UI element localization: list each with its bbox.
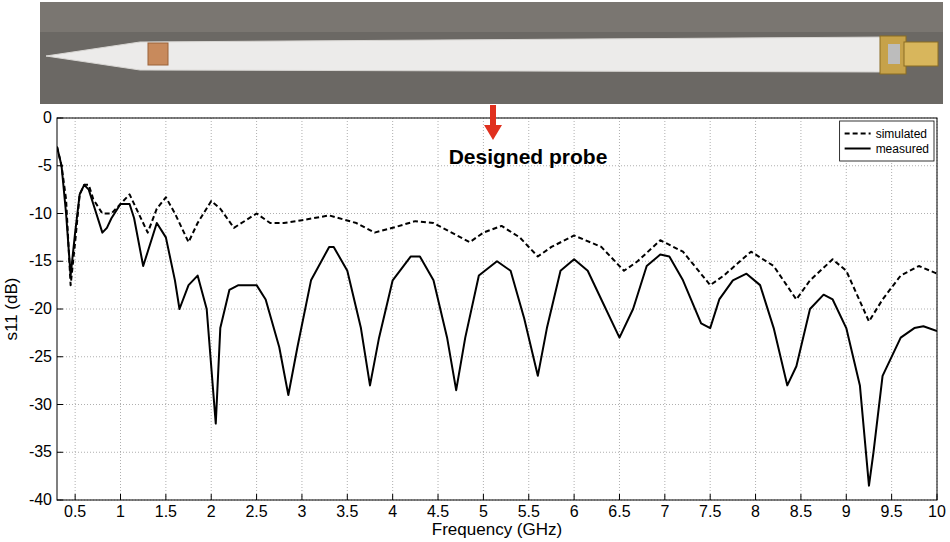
x-grid-line — [347, 118, 348, 500]
x-tick — [438, 494, 439, 500]
y-grid-line — [57, 309, 937, 310]
legend-label: measured — [876, 142, 929, 156]
photo-background — [40, 2, 943, 104]
x-tick-label: 7 — [660, 503, 669, 520]
x-tick — [211, 494, 212, 500]
plot-area — [57, 118, 937, 500]
legend: simulatedmeasured — [840, 121, 934, 161]
x-tick — [619, 494, 620, 500]
y-tick-label: -10 — [29, 205, 52, 222]
y-tick — [57, 309, 63, 310]
x-tick-label: 7.5 — [699, 503, 721, 520]
x-tick — [120, 494, 121, 500]
y-tick-label: -5 — [38, 157, 52, 174]
x-tick — [347, 494, 348, 500]
x-axis-title: Frequency (GHz) — [432, 520, 562, 539]
series-line — [57, 147, 937, 322]
y-tick-label: -30 — [29, 396, 52, 413]
x-grid-line — [664, 118, 665, 500]
series-group — [57, 147, 937, 486]
ticks: 0.5 1 1.5 2 2.5 3 3.5 4 4.5 5 5.5 6 6.5 7 7.5 8 8.5 9 9.5 1… — [29, 109, 946, 520]
x-tick-label: 10 — [928, 503, 946, 520]
x-grid-line — [301, 118, 302, 500]
x-tick-label: 2 — [207, 503, 216, 520]
probe-photo — [40, 2, 943, 104]
x-tick-label: 4 — [388, 503, 397, 520]
x-tick-label: 8.5 — [790, 503, 812, 520]
x-tick-label: 0.5 — [64, 503, 86, 520]
connector-body — [904, 42, 938, 66]
x-tick-label: 9 — [842, 503, 851, 520]
x-tick-label: 6 — [570, 503, 579, 520]
x-tick — [710, 494, 711, 500]
y-tick-label: -20 — [29, 300, 52, 317]
x-tick-label: 9.5 — [881, 503, 903, 520]
probe-body — [46, 37, 890, 72]
y-grid-line — [57, 356, 937, 357]
x-tick — [301, 494, 302, 500]
legend-box — [840, 121, 934, 161]
background — [0, 0, 950, 542]
x-tick-label: 4.5 — [427, 503, 449, 520]
x-tick-label: 5 — [479, 503, 488, 520]
x-tick-label: 8 — [751, 503, 760, 520]
connector-flange — [880, 36, 906, 74]
x-tick — [165, 494, 166, 500]
plot-frame — [57, 118, 937, 500]
y-grid-line — [57, 404, 937, 405]
grid — [57, 118, 937, 500]
legend-swatch — [845, 148, 871, 150]
annotation-arrow-head — [484, 125, 502, 140]
y-tick — [57, 356, 63, 357]
x-tick-label: 3 — [297, 503, 306, 520]
y-grid-line — [57, 213, 937, 214]
x-tick-label: 3.5 — [336, 503, 358, 520]
photo-shade — [40, 2, 943, 32]
annotation-arrow-shaft — [490, 105, 496, 127]
x-tick — [392, 494, 393, 500]
x-tick — [256, 494, 257, 500]
x-tick — [528, 494, 529, 500]
probe-pad — [148, 43, 168, 65]
y-tick-label: -40 — [29, 491, 52, 508]
annotation: Designed probe — [449, 145, 608, 168]
y-axis-title: s11 (dB) — [2, 278, 21, 341]
y-tick-label: -35 — [29, 443, 52, 460]
x-tick — [755, 494, 756, 500]
y-tick-label: -15 — [29, 252, 52, 269]
x-tick-label: 1 — [116, 503, 125, 520]
x-tick-label: 1.5 — [155, 503, 177, 520]
y-tick-label: -25 — [29, 348, 52, 365]
y-tick — [57, 261, 63, 262]
x-grid-line — [619, 118, 620, 500]
figure: 0.5 1 1.5 2 2.5 3 3.5 4 4.5 5 5.5 6 6.5 7 7.5 8 8.5 9 9.5 1… — [0, 0, 950, 542]
x-grid-line — [256, 118, 257, 500]
x-tick — [483, 494, 484, 500]
x-tick — [574, 494, 575, 500]
x-tick-label: 2.5 — [245, 503, 267, 520]
series-line — [57, 147, 937, 486]
connector-pin — [888, 44, 900, 64]
legend-label: simulated — [876, 127, 927, 141]
x-tick-label: 6.5 — [608, 503, 630, 520]
x-tick — [891, 494, 892, 500]
y-grid-line — [57, 452, 937, 453]
y-tick — [57, 452, 63, 453]
x-tick — [846, 494, 847, 500]
y-tick-label: 0 — [43, 109, 52, 126]
y-tick — [57, 213, 63, 214]
x-tick-label: 5.5 — [518, 503, 540, 520]
x-tick — [800, 494, 801, 500]
x-tick — [75, 494, 76, 500]
x-grid-line — [710, 118, 711, 500]
y-tick — [57, 404, 63, 405]
x-grid-line — [755, 118, 756, 500]
legend-swatch — [845, 133, 871, 135]
x-tick — [664, 494, 665, 500]
